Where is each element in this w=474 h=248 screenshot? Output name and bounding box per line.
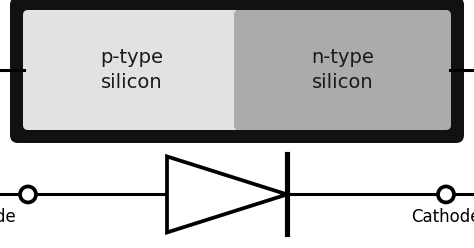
Circle shape <box>20 186 36 202</box>
Text: n-type
silicon: n-type silicon <box>311 48 374 92</box>
Circle shape <box>438 186 454 202</box>
Polygon shape <box>167 156 287 232</box>
Text: Cathode: Cathode <box>411 208 474 226</box>
FancyBboxPatch shape <box>234 10 451 130</box>
Text: p-type
silicon: p-type silicon <box>100 48 163 92</box>
FancyBboxPatch shape <box>10 0 464 143</box>
Text: Anode: Anode <box>0 208 17 226</box>
FancyBboxPatch shape <box>23 10 240 130</box>
